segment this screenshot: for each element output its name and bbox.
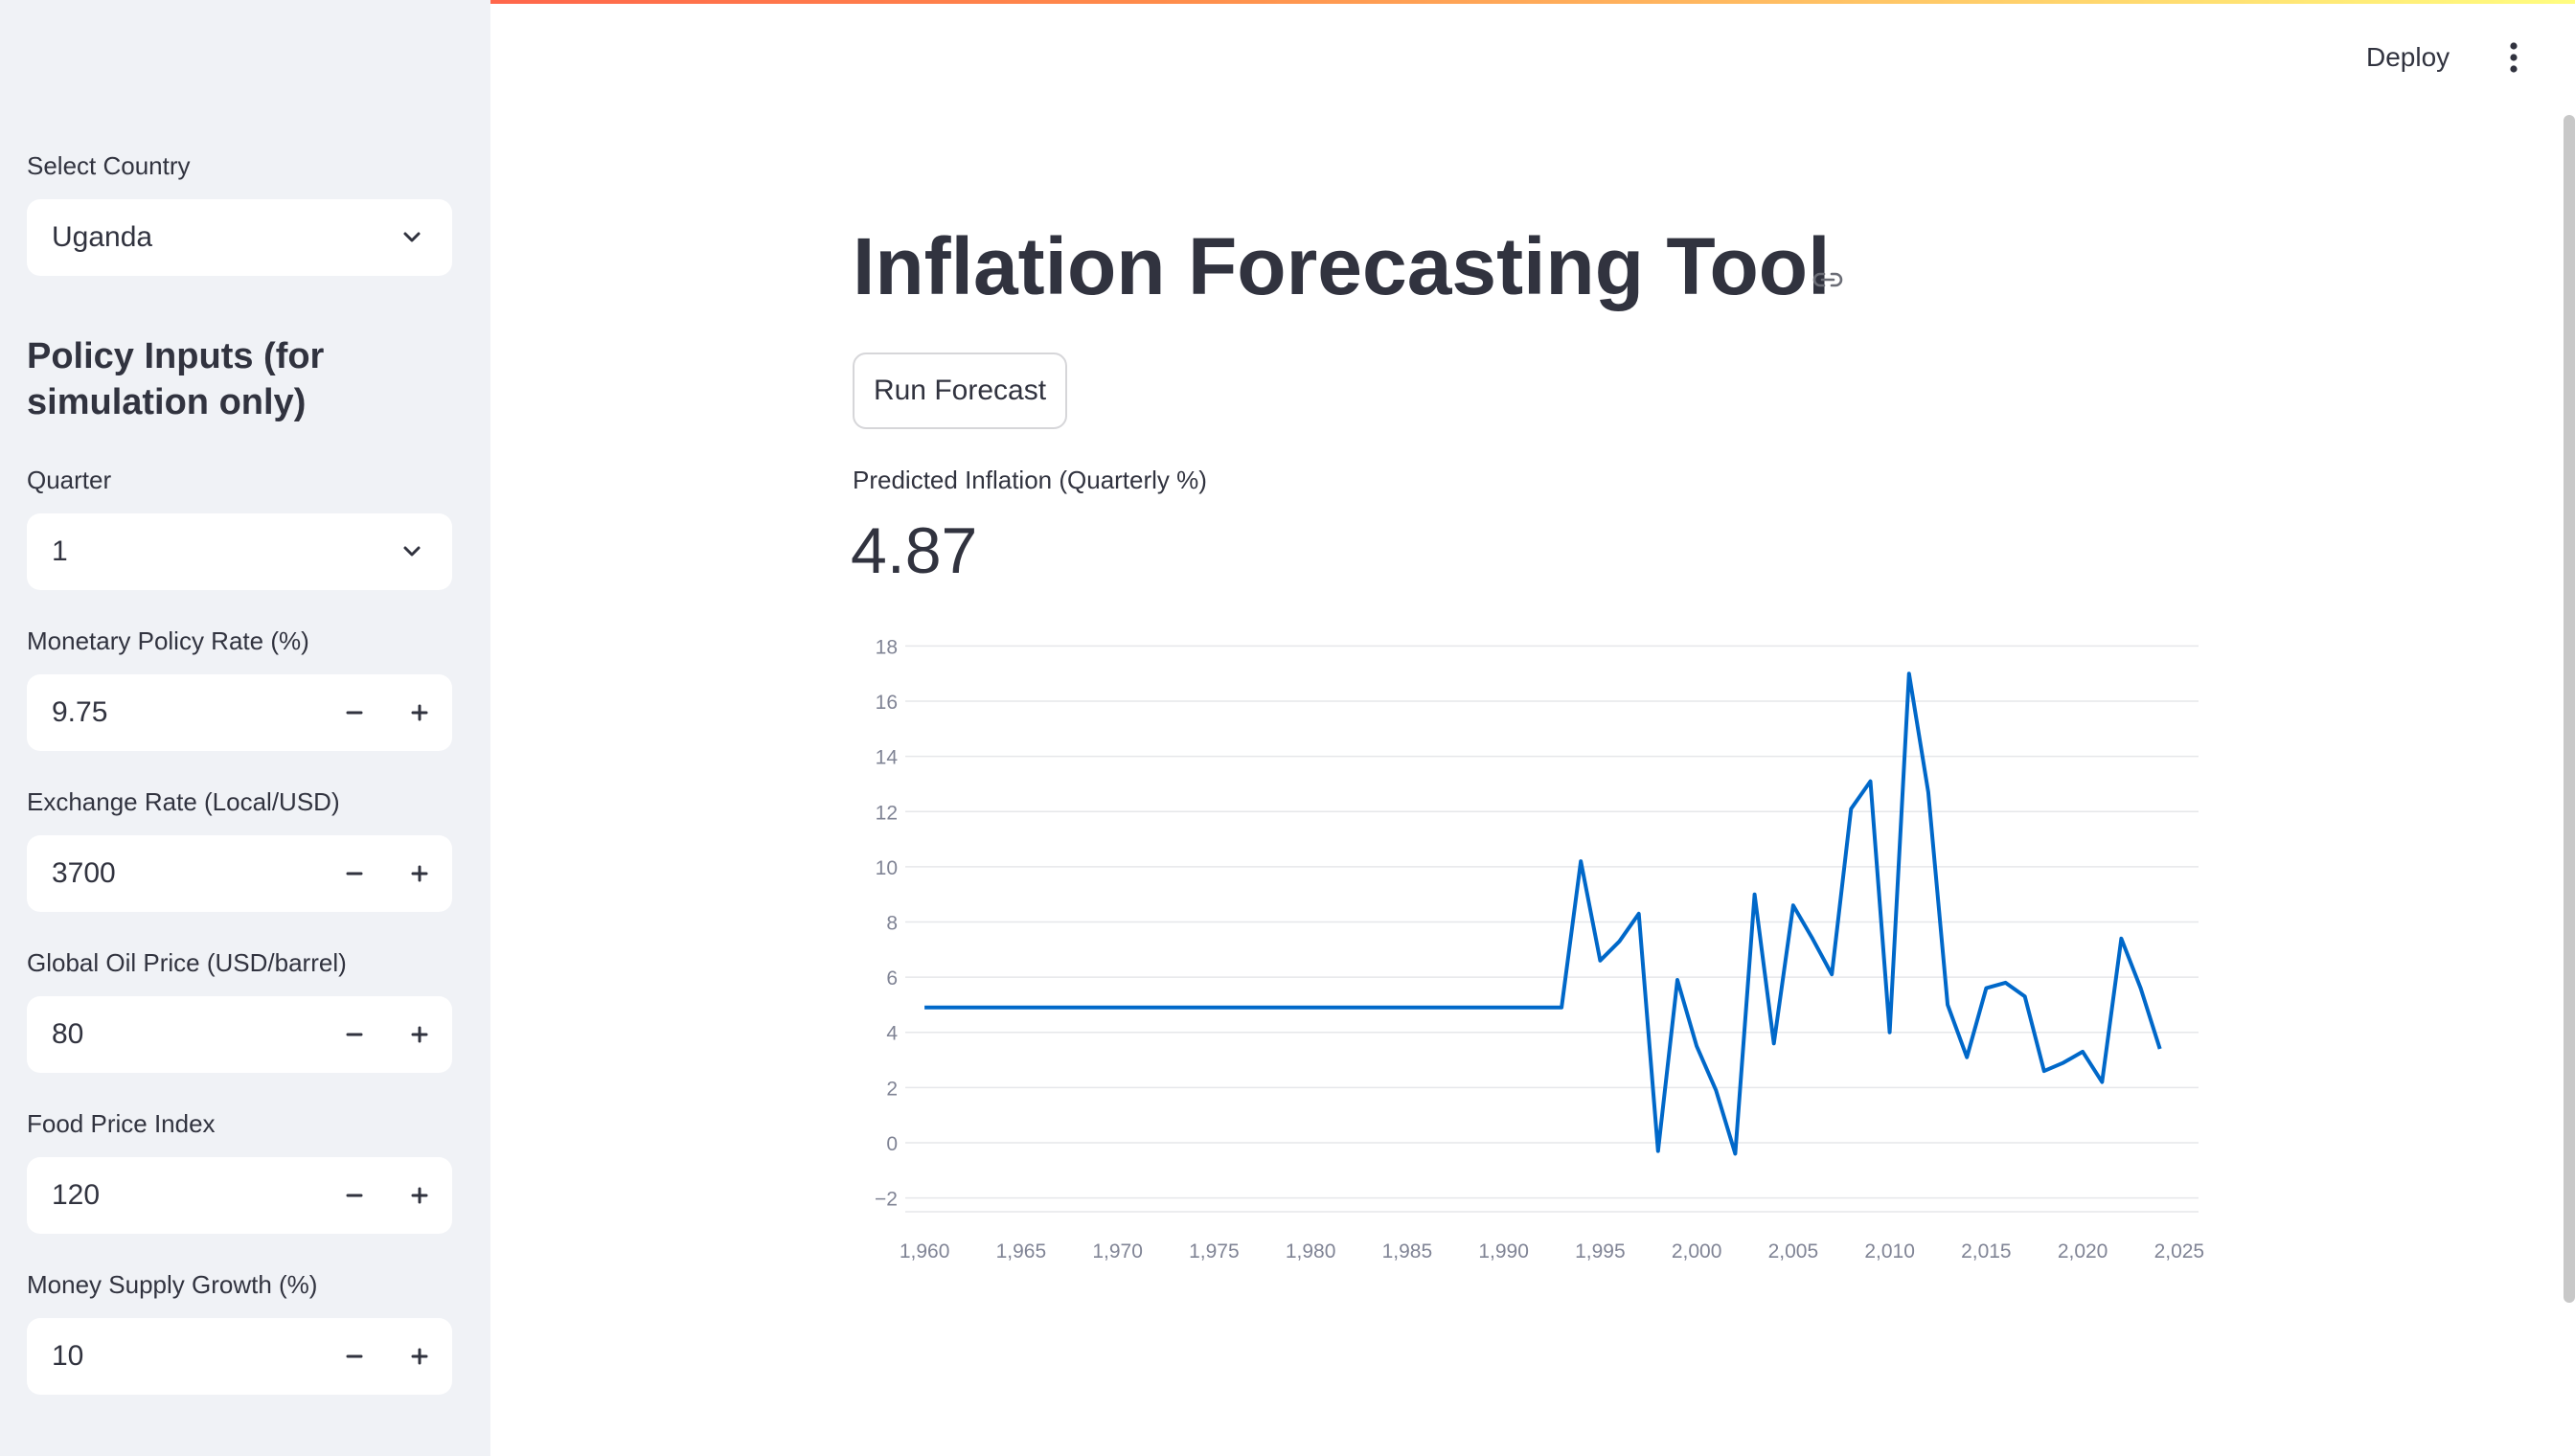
- x-axis-ticks: 1,960 1,965 1,970 1,975 1,980 1,985 1,990 1,995…: [900, 1240, 2204, 1263]
- money-supply-growth-value[interactable]: 10: [52, 1340, 84, 1372]
- plus-icon: [411, 1026, 428, 1043]
- x-tick-label: 1,965: [996, 1240, 1047, 1263]
- x-tick-label: 1,980: [1286, 1240, 1336, 1263]
- oil-price-input[interactable]: 80: [27, 996, 452, 1073]
- minus-icon: [346, 872, 363, 876]
- exchange-rate-value[interactable]: 3700: [52, 857, 116, 889]
- x-tick-label: 2,005: [1768, 1240, 1819, 1263]
- country-select-value: Uganda: [52, 221, 153, 253]
- y-tick-label: 18: [876, 636, 898, 658]
- x-tick-label: 1,960: [900, 1240, 950, 1263]
- x-tick-label: 1,975: [1189, 1240, 1240, 1263]
- x-tick-label: 2,010: [1864, 1240, 1915, 1263]
- metric-value: 4.87: [851, 514, 978, 587]
- policy-inputs-heading: Policy Inputs (for simulation only): [27, 336, 325, 422]
- metric-label: Predicted Inflation (Quarterly %): [853, 466, 1207, 494]
- food-price-index-increment-button[interactable]: [387, 1157, 452, 1234]
- quarter-label: Quarter: [27, 466, 112, 494]
- plus-icon: [411, 1348, 428, 1365]
- y-tick-label: 10: [876, 857, 898, 879]
- oil-price-increment-button[interactable]: [387, 996, 452, 1073]
- money-supply-growth-decrement-button[interactable]: [322, 1318, 387, 1395]
- minus-icon: [346, 1354, 363, 1358]
- y-axis-ticks: 18 16 14 12 10 8 6 4 2 0 −2: [875, 636, 898, 1210]
- chart-gridlines: [905, 645, 2199, 1213]
- food-price-index-label: Food Price Index: [27, 1109, 216, 1138]
- y-tick-label: 8: [886, 913, 898, 935]
- exchange-rate-increment-button[interactable]: [387, 835, 452, 912]
- money-supply-growth-increment-button[interactable]: [387, 1318, 452, 1395]
- monetary-policy-rate-decrement-button[interactable]: [322, 674, 387, 751]
- minus-icon: [346, 1033, 363, 1036]
- x-tick-label: 1,990: [1478, 1240, 1529, 1263]
- exchange-rate-input[interactable]: 3700: [27, 835, 452, 912]
- food-price-index-value[interactable]: 120: [52, 1179, 101, 1211]
- y-tick-label: 2: [886, 1078, 898, 1100]
- page-scrollbar[interactable]: [2564, 115, 2575, 1303]
- minus-icon: [346, 711, 363, 715]
- y-tick-label: 0: [886, 1133, 898, 1155]
- food-price-index-decrement-button[interactable]: [322, 1157, 387, 1234]
- y-tick-label: 4: [886, 1023, 898, 1045]
- exchange-rate-decrement-button[interactable]: [322, 835, 387, 912]
- minus-icon: [346, 1194, 363, 1197]
- page-title: Inflation Forecasting Tool: [853, 221, 1831, 311]
- money-supply-growth-label: Money Supply Growth (%): [27, 1270, 318, 1299]
- oil-price-value[interactable]: 80: [52, 1018, 84, 1050]
- exchange-rate-label: Exchange Rate (Local/USD): [27, 787, 340, 816]
- quarter-select-value: 1: [52, 535, 68, 567]
- inflation-series-line: [924, 671, 2162, 1156]
- x-tick-label: 2,020: [2058, 1240, 2108, 1263]
- plus-icon: [411, 704, 428, 721]
- y-tick-label: −2: [875, 1189, 898, 1211]
- x-tick-label: 2,000: [1672, 1240, 1722, 1263]
- monetary-policy-rate-value[interactable]: 9.75: [52, 696, 108, 728]
- country-label: Select Country: [27, 151, 191, 180]
- food-price-index-input[interactable]: 120: [27, 1157, 452, 1234]
- x-tick-label: 2,025: [2154, 1240, 2205, 1263]
- monetary-policy-rate-label: Monetary Policy Rate (%): [27, 626, 309, 655]
- x-tick-label: 1,995: [1575, 1240, 1626, 1263]
- y-tick-label: 14: [876, 747, 899, 769]
- link-icon[interactable]: [1811, 266, 1845, 293]
- y-tick-label: 6: [886, 967, 898, 990]
- oil-price-decrement-button[interactable]: [322, 996, 387, 1073]
- run-forecast-button[interactable]: Run Forecast: [853, 353, 1067, 429]
- more-vertical-icon[interactable]: [2495, 38, 2533, 77]
- sidebar: Select Country Uganda Policy Inputs (for…: [0, 0, 490, 1456]
- monetary-policy-rate-input[interactable]: 9.75: [27, 674, 452, 751]
- x-tick-label: 1,985: [1382, 1240, 1433, 1263]
- deploy-button[interactable]: Deploy: [2366, 42, 2450, 72]
- x-tick-label: 2,015: [1961, 1240, 2012, 1263]
- y-tick-label: 16: [876, 692, 898, 714]
- plus-icon: [411, 865, 428, 882]
- chevron-down-icon: [403, 232, 421, 242]
- oil-price-label: Global Oil Price (USD/barrel): [27, 948, 347, 977]
- money-supply-growth-input[interactable]: 10: [27, 1318, 452, 1395]
- x-tick-label: 1,970: [1092, 1240, 1143, 1263]
- chevron-down-icon: [403, 546, 421, 557]
- monetary-policy-rate-increment-button[interactable]: [387, 674, 452, 751]
- plus-icon: [411, 1187, 428, 1204]
- quarter-select[interactable]: 1: [27, 513, 452, 590]
- y-tick-label: 12: [876, 802, 898, 824]
- country-select[interactable]: Uganda: [27, 199, 452, 276]
- top-decoration-bar: [0, 0, 2575, 4]
